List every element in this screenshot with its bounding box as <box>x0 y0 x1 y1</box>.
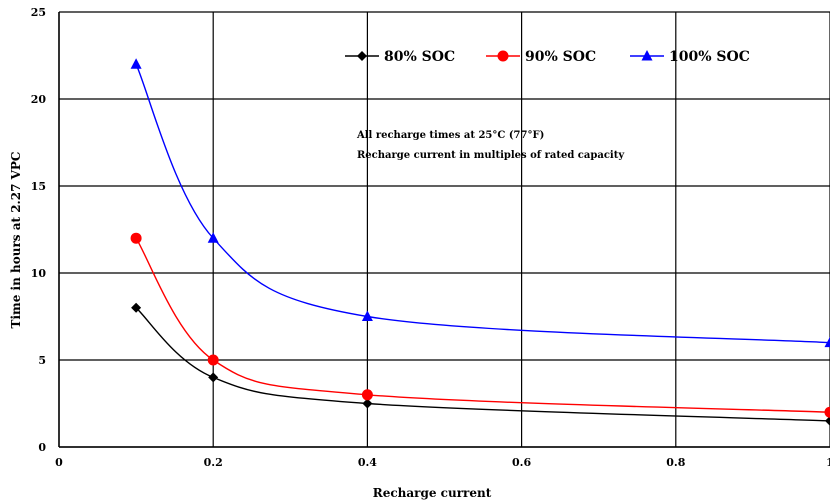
x-tick-label: 0.8 <box>666 456 685 469</box>
legend-label-80-soc: 80% SOC <box>384 49 455 65</box>
annotation-current: Recharge current in multiples of rated c… <box>357 150 625 161</box>
y-axis-label: Time in hours at 2.27 VPC <box>9 152 23 329</box>
y-tick-label: 25 <box>31 6 46 19</box>
data-point-100-soc <box>361 310 373 321</box>
data-point-80-soc <box>208 372 219 383</box>
x-tick-label: 0.6 <box>512 456 531 469</box>
x-tick-label: 0.4 <box>358 456 377 469</box>
series-line-90-soc <box>135 237 830 413</box>
data-point-80-soc <box>131 302 142 313</box>
series-layer <box>135 63 830 422</box>
data-point-80-soc <box>362 398 373 409</box>
legend-marker-80-soc <box>357 51 367 61</box>
x-axis-label: Recharge current <box>373 486 492 500</box>
series-line-80-soc <box>135 307 830 422</box>
axes: 00.20.40.60.810510152025 <box>31 6 830 469</box>
legend-label-100-soc: 100% SOC <box>669 49 750 65</box>
legend-marker-90-soc <box>497 50 509 62</box>
data-point-100-soc <box>824 336 830 348</box>
y-tick-label: 0 <box>38 441 46 454</box>
legend-label-90-soc: 90% SOC <box>525 49 596 65</box>
legend-marker-100-soc <box>641 50 653 61</box>
annotation-temperature: All recharge times at 25°C (77°F) <box>356 130 544 141</box>
data-point-100-soc <box>130 58 142 69</box>
series-line-100-soc <box>135 63 830 344</box>
y-tick-label: 15 <box>31 180 46 193</box>
data-point-90-soc <box>207 354 219 366</box>
data-point-90-soc <box>824 406 830 418</box>
y-tick-label: 20 <box>31 93 47 106</box>
grid <box>58 11 830 448</box>
legend: 80% SOC 90% SOC 100% SOC <box>345 49 750 65</box>
y-tick-label: 5 <box>38 354 46 367</box>
x-tick-label: 1 <box>826 456 830 469</box>
data-point-80-soc <box>825 415 830 426</box>
x-tick-label: 0 <box>55 456 63 469</box>
data-point-100-soc <box>207 232 219 243</box>
y-tick-label: 10 <box>31 267 47 280</box>
data-point-90-soc <box>130 232 142 244</box>
data-point-90-soc <box>361 389 373 401</box>
marker-layer <box>130 58 830 426</box>
x-tick-label: 0.2 <box>204 456 223 469</box>
